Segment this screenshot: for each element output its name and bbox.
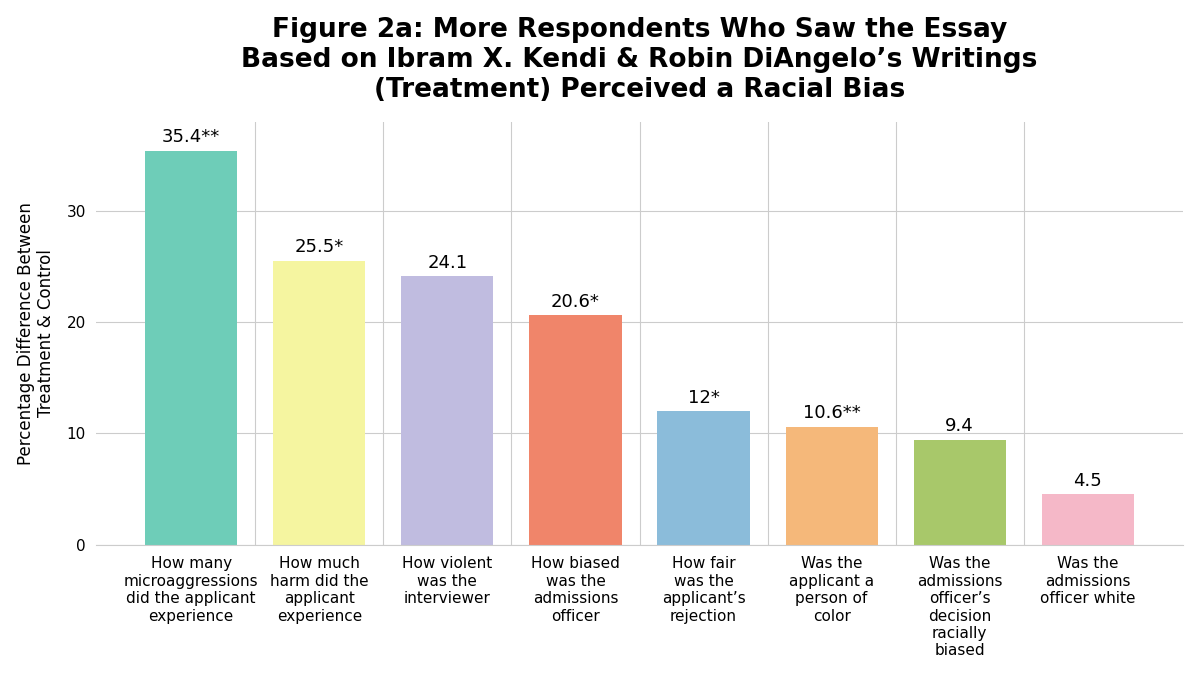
Bar: [145, 151, 238, 545]
Text: 24.1: 24.1: [427, 254, 468, 272]
Bar: [786, 427, 877, 545]
Y-axis label: Percentage Difference Between
Treatment & Control: Percentage Difference Between Treatment …: [17, 202, 55, 464]
Title: Figure 2a: More Respondents Who Saw the Essay
Based on Ibram X. Kendi & Robin Di: Figure 2a: More Respondents Who Saw the …: [241, 17, 1038, 103]
Text: 9.4: 9.4: [946, 417, 974, 435]
Bar: [1042, 495, 1134, 545]
Bar: [913, 440, 1006, 545]
Bar: [274, 261, 366, 545]
Text: 10.6**: 10.6**: [803, 404, 860, 422]
Bar: [401, 276, 493, 545]
Text: 25.5*: 25.5*: [295, 238, 344, 256]
Text: 4.5: 4.5: [1074, 472, 1102, 490]
Text: 20.6*: 20.6*: [551, 293, 600, 311]
Bar: [529, 315, 622, 545]
Bar: [658, 411, 750, 545]
Text: 12*: 12*: [688, 389, 720, 406]
Text: 35.4**: 35.4**: [162, 128, 221, 146]
